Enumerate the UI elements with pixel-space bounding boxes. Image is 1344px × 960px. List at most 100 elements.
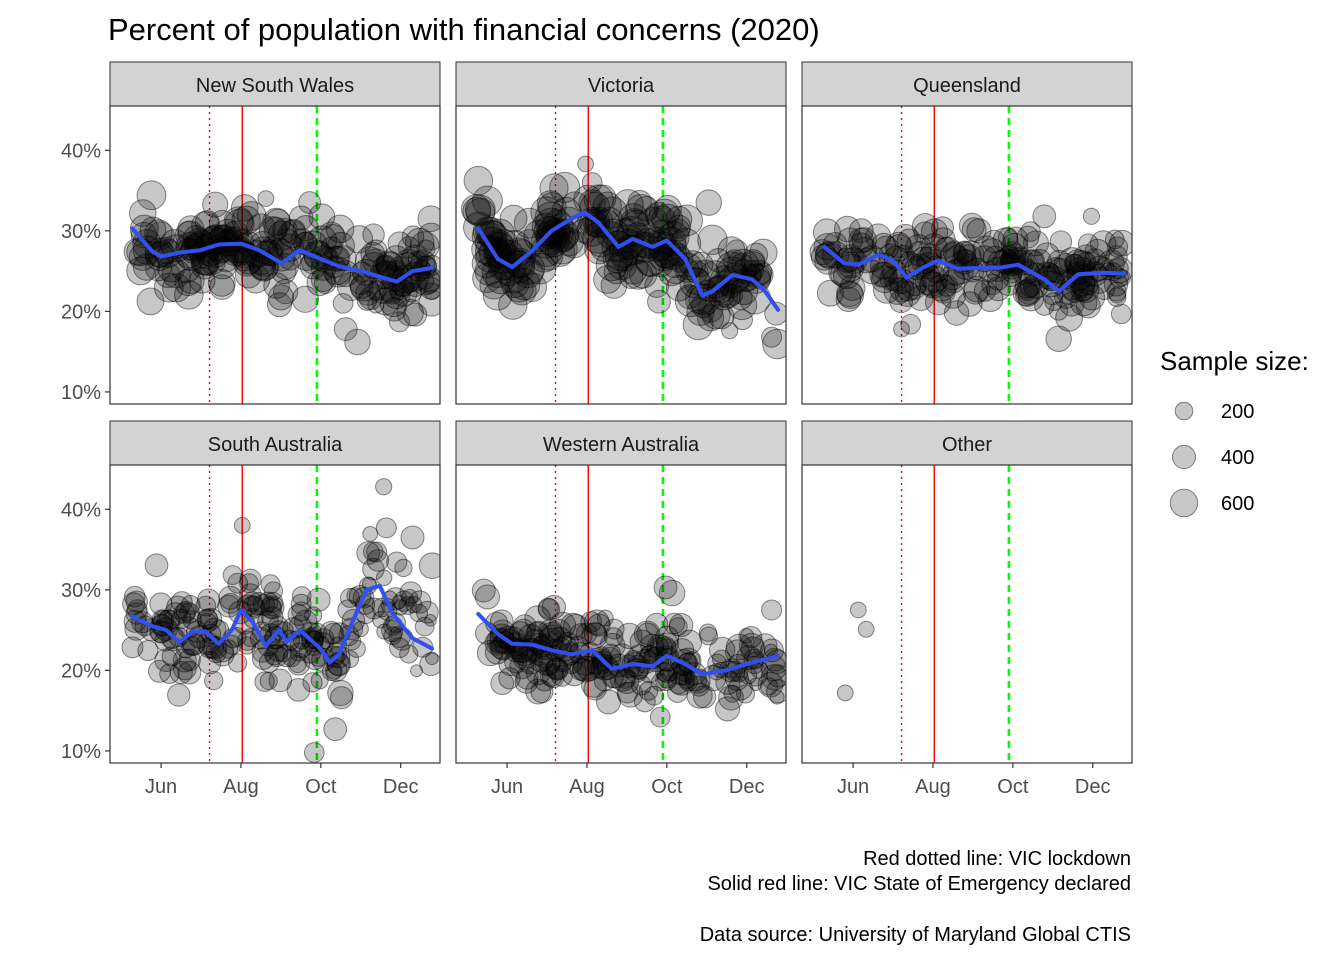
data-point bbox=[514, 229, 545, 259]
data-point bbox=[474, 257, 504, 286]
data-point bbox=[207, 249, 238, 280]
data-point bbox=[727, 290, 758, 321]
data-point bbox=[376, 623, 393, 640]
data-point bbox=[199, 607, 223, 631]
data-point bbox=[272, 217, 298, 244]
data-point bbox=[668, 669, 695, 696]
data-point bbox=[258, 216, 287, 245]
data-point bbox=[907, 285, 934, 312]
data-point bbox=[919, 271, 947, 299]
data-point bbox=[419, 652, 440, 677]
data-point bbox=[399, 581, 423, 604]
data-point bbox=[416, 600, 439, 624]
data-point bbox=[892, 223, 919, 250]
data-point bbox=[404, 227, 435, 258]
data-point bbox=[588, 184, 617, 213]
data-point bbox=[1020, 221, 1041, 242]
data-point bbox=[169, 661, 193, 685]
data-point bbox=[257, 190, 275, 208]
legend-key bbox=[1169, 488, 1199, 518]
data-point bbox=[263, 216, 288, 242]
data-point bbox=[385, 612, 406, 633]
data-point bbox=[303, 742, 325, 763]
data-point bbox=[239, 568, 262, 591]
data-point bbox=[262, 207, 291, 237]
data-point bbox=[401, 225, 425, 249]
data-point bbox=[577, 155, 595, 173]
data-point bbox=[313, 271, 337, 294]
data-point bbox=[740, 249, 766, 274]
data-point bbox=[889, 289, 914, 314]
x-tick-label: Jun bbox=[837, 776, 869, 798]
data-point bbox=[132, 235, 163, 265]
data-point bbox=[942, 240, 966, 264]
data-point bbox=[1082, 207, 1100, 225]
data-point bbox=[525, 660, 551, 686]
data-point bbox=[287, 603, 310, 626]
data-point bbox=[595, 249, 628, 282]
data-point bbox=[290, 593, 312, 615]
data-point bbox=[836, 684, 854, 702]
data-point bbox=[177, 215, 205, 243]
data-point bbox=[1019, 276, 1041, 298]
data-point bbox=[1034, 295, 1055, 316]
data-point bbox=[214, 247, 239, 273]
data-point bbox=[815, 242, 841, 268]
x-tick-label: Dec bbox=[729, 776, 765, 798]
data-point bbox=[603, 627, 624, 647]
data-point bbox=[1078, 275, 1099, 296]
data-point bbox=[599, 632, 626, 659]
data-point bbox=[218, 585, 243, 610]
data-point bbox=[263, 581, 284, 601]
data-point bbox=[1093, 278, 1115, 301]
data-point bbox=[721, 322, 739, 340]
data-point bbox=[209, 274, 235, 300]
data-point bbox=[905, 234, 932, 261]
data-point bbox=[526, 620, 551, 645]
data-point bbox=[654, 645, 680, 671]
data-point bbox=[662, 257, 689, 285]
data-point bbox=[408, 590, 432, 614]
data-point bbox=[462, 196, 492, 226]
data-point bbox=[572, 217, 598, 244]
data-point bbox=[166, 595, 190, 619]
facet-panel: Queensland bbox=[801, 61, 1133, 405]
data-point bbox=[749, 677, 763, 691]
data-point bbox=[647, 205, 677, 235]
data-point bbox=[962, 279, 989, 305]
data-point bbox=[128, 199, 157, 227]
data-point bbox=[928, 274, 956, 302]
data-point bbox=[603, 664, 628, 689]
data-point bbox=[161, 646, 182, 667]
data-point bbox=[656, 667, 678, 689]
data-point bbox=[352, 620, 369, 638]
data-point bbox=[350, 275, 374, 299]
data-point bbox=[471, 578, 496, 603]
plot-area bbox=[802, 106, 1132, 404]
y-tick-label: 10% bbox=[61, 741, 101, 763]
data-point bbox=[869, 261, 896, 288]
data-point bbox=[1042, 256, 1069, 283]
data-point bbox=[600, 643, 622, 665]
data-point bbox=[894, 281, 921, 307]
x-tick-label: Oct bbox=[997, 776, 1029, 798]
data-point bbox=[848, 232, 875, 258]
data-point bbox=[365, 280, 387, 301]
data-point bbox=[697, 304, 725, 332]
data-point bbox=[1078, 284, 1106, 311]
data-point bbox=[530, 227, 562, 259]
data-point bbox=[953, 248, 977, 273]
data-point bbox=[667, 214, 692, 239]
data-point bbox=[196, 588, 221, 612]
data-point bbox=[667, 682, 688, 703]
data-point bbox=[572, 655, 599, 683]
data-point bbox=[485, 264, 516, 295]
data-point bbox=[701, 300, 731, 330]
data-point bbox=[857, 620, 875, 638]
data-point bbox=[291, 601, 312, 622]
data-point bbox=[839, 274, 866, 301]
data-point bbox=[301, 626, 324, 650]
data-point bbox=[1078, 233, 1099, 255]
data-point bbox=[627, 644, 651, 668]
data-point bbox=[538, 653, 561, 676]
